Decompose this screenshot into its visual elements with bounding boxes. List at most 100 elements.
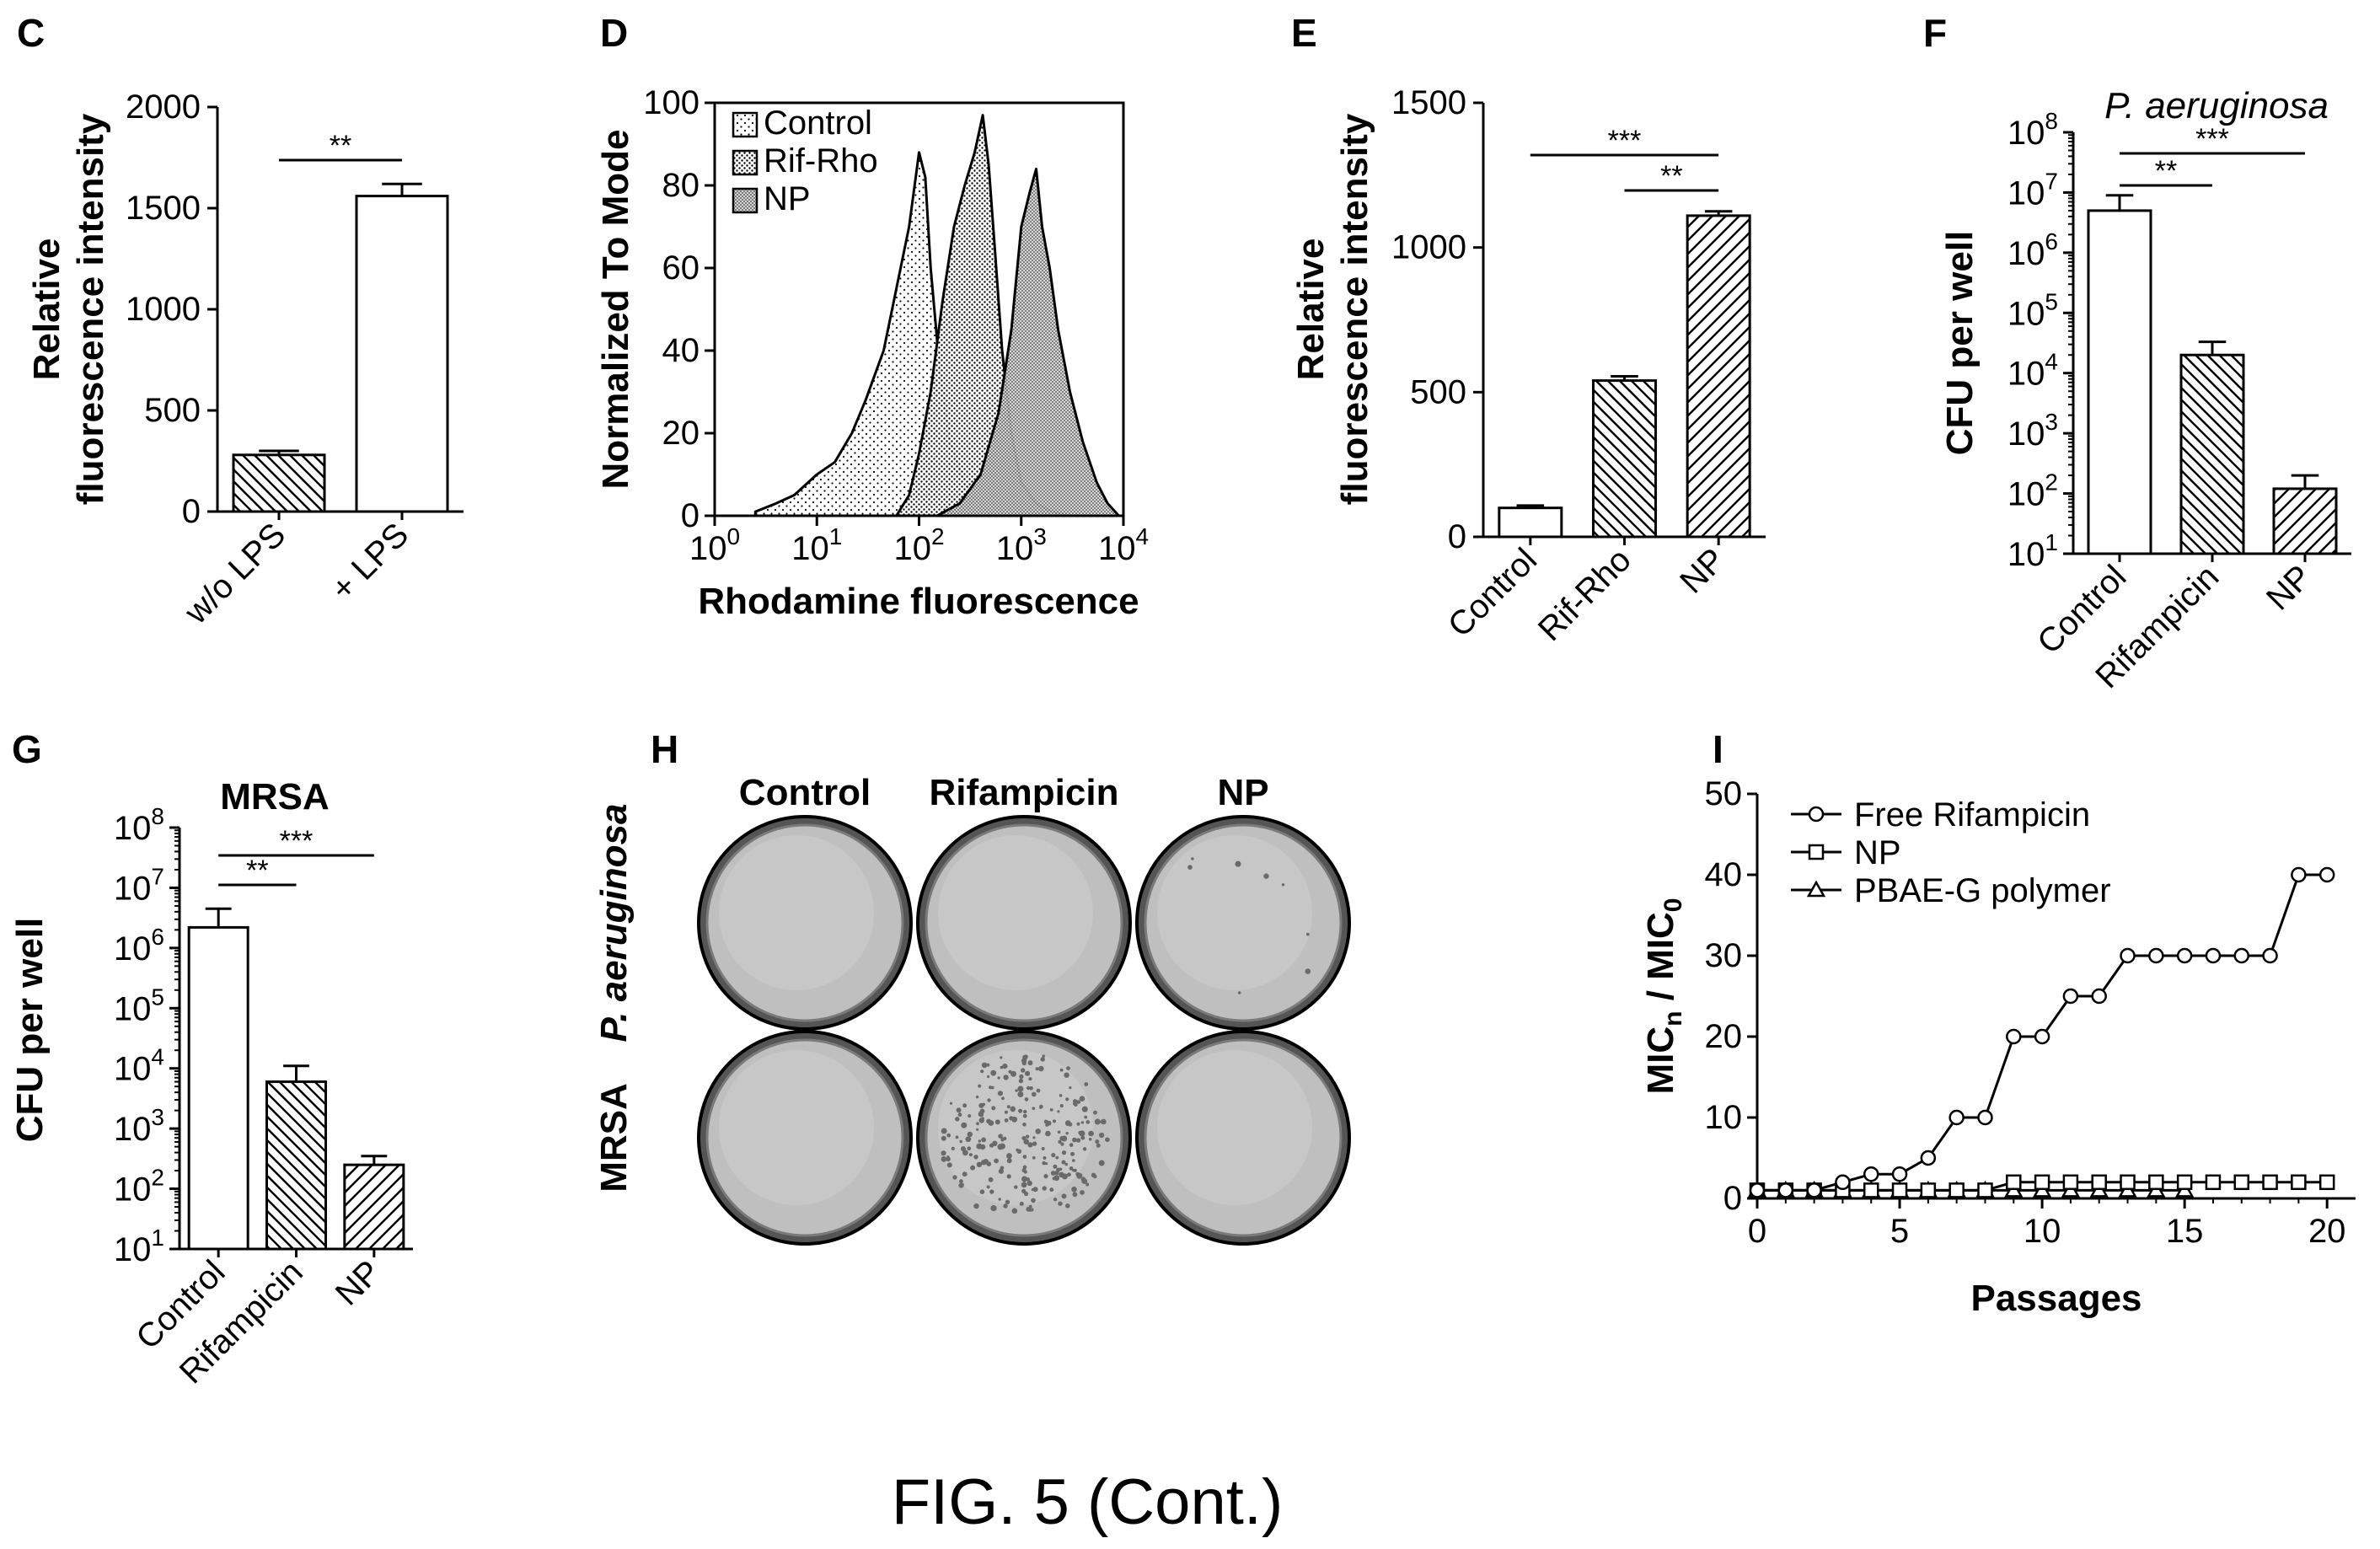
colony	[1018, 1078, 1024, 1084]
data-point	[2006, 1174, 2022, 1191]
colony	[1072, 1159, 1075, 1162]
colony	[1076, 1122, 1080, 1126]
x-tick-label: NP	[1673, 541, 1732, 600]
colony	[962, 1150, 968, 1156]
colony	[978, 1084, 982, 1088]
colony	[1022, 1123, 1027, 1127]
y-axis-label: CFU per well	[1939, 231, 1981, 456]
colony	[1035, 1128, 1041, 1134]
colony	[1000, 1056, 1003, 1059]
row-label: P. aeruginosa	[593, 804, 635, 1042]
colony	[1017, 1091, 1024, 1097]
legend-label: Free Rifampicin	[1854, 796, 2090, 833]
colony	[979, 1189, 985, 1194]
colony	[1023, 1109, 1027, 1114]
colony	[952, 1175, 957, 1180]
colony	[1038, 1065, 1044, 1072]
colony	[968, 1153, 973, 1157]
colony	[1042, 1160, 1046, 1166]
colony	[1026, 1206, 1032, 1212]
colony	[1064, 1072, 1069, 1078]
colony	[1010, 1106, 1016, 1112]
colony	[1069, 1086, 1072, 1090]
colony	[1059, 1171, 1064, 1178]
colony	[976, 1128, 979, 1131]
colony	[987, 1075, 990, 1079]
colony	[1057, 1130, 1061, 1134]
colony	[1011, 1208, 1018, 1214]
colony	[1058, 1139, 1062, 1144]
data-point	[1749, 1182, 1766, 1198]
legend-label: Rif-Rho	[764, 142, 878, 180]
y-tick-label: 108	[2007, 108, 2058, 152]
significance-label: **	[330, 130, 351, 162]
bar-control	[2087, 209, 2152, 555]
legend-marker	[1808, 844, 1825, 860]
colony	[1021, 1068, 1026, 1073]
y-tick-label: 20	[662, 415, 700, 452]
panel-label-h: H	[651, 727, 678, 771]
panel-label-e: E	[1291, 11, 1317, 55]
colony	[1187, 865, 1193, 870]
colony	[1305, 932, 1310, 936]
y-axis-label: Relative	[26, 239, 67, 381]
legend-marker	[1808, 806, 1825, 823]
y-tick-label: 101	[114, 1225, 164, 1268]
colony	[1000, 1166, 1005, 1171]
y-tick-label: 108	[114, 803, 164, 847]
colony	[990, 1069, 997, 1076]
colony	[1036, 1088, 1041, 1093]
x-tick-label: NP	[2259, 558, 2318, 617]
bar-np	[1686, 214, 1751, 539]
colony	[982, 1102, 986, 1107]
colony	[1105, 1137, 1110, 1143]
colony	[991, 1106, 996, 1111]
colony	[967, 1146, 972, 1151]
colony	[1021, 1176, 1028, 1182]
colony	[941, 1150, 946, 1156]
colony	[1001, 1096, 1005, 1101]
y-axis-label: MICn / MIC0	[1640, 898, 1687, 1095]
colony	[1024, 1097, 1029, 1101]
y-tick-label: 107	[114, 863, 164, 907]
y-tick-label: 500	[1410, 373, 1466, 410]
column-label: NP	[1217, 772, 1268, 813]
colony	[949, 1101, 953, 1105]
data-point	[1891, 1166, 1908, 1182]
data-point	[2062, 1174, 2079, 1191]
colony	[1040, 1057, 1045, 1062]
colony	[1002, 1064, 1008, 1069]
y-tick-label: 106	[114, 924, 164, 967]
colony	[1021, 1188, 1027, 1193]
colony	[1021, 1136, 1027, 1140]
data-point	[2148, 947, 2164, 964]
colony	[1039, 1104, 1043, 1109]
colony	[955, 1117, 960, 1122]
x-tick-label: 103	[996, 523, 1047, 567]
chart-title: P. aeruginosa	[2104, 85, 2329, 126]
colony	[990, 1205, 997, 1212]
colony	[1032, 1141, 1037, 1146]
colony	[1072, 1169, 1075, 1172]
colony	[999, 1143, 1005, 1150]
y-tick-label: 10	[1705, 1099, 1743, 1136]
data-point	[2318, 866, 2335, 883]
agar-sheen	[1157, 835, 1312, 990]
colony	[1091, 1132, 1094, 1135]
x-tick-label: 20	[2308, 1213, 2346, 1250]
colony	[1003, 1075, 1009, 1080]
x-tick-label: 100	[689, 523, 740, 567]
colony	[1093, 1110, 1097, 1115]
legend-label: NP	[764, 180, 811, 217]
colony	[959, 1179, 963, 1184]
data-point	[2233, 1174, 2250, 1191]
colony	[1046, 1120, 1052, 1126]
agar-sheen	[1157, 1050, 1312, 1205]
colony	[1075, 1138, 1081, 1143]
panel-label-i: I	[1713, 727, 1723, 771]
colony	[998, 1168, 1004, 1174]
colony	[1094, 1118, 1101, 1125]
colony	[994, 1119, 1000, 1125]
